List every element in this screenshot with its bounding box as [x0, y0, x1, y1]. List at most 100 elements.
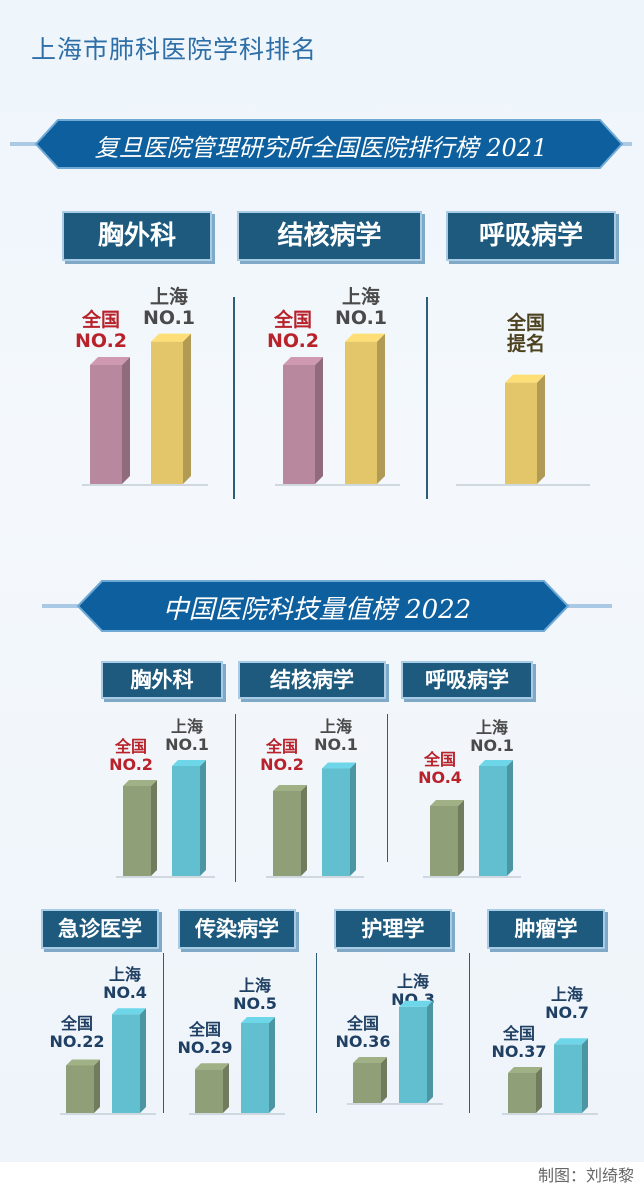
bar-national-4-top — [273, 785, 307, 791]
bar-national-1 — [283, 365, 315, 484]
label-infectious-2022-shanghai: 上海 NO.5 — [233, 976, 277, 1013]
label-emergency-2022-national: 全国 NO.22 — [49, 1014, 105, 1051]
category-label-infectious-2022: 传染病学 — [178, 909, 296, 949]
bar-shanghai-3-side — [200, 760, 206, 876]
label-thoracic-2021-national: 全国 NO.2 — [74, 309, 128, 353]
bar-national-8-side — [381, 1057, 387, 1103]
category-label-thoracic-2021: 胸外科 — [62, 211, 212, 261]
category-label-emergency-2022: 急诊医学 — [41, 909, 159, 949]
banner-2022-shape — [42, 580, 612, 632]
credit-text: 制图：刘绮黎 — [537, 1166, 634, 1185]
bar-national-3-top — [123, 780, 157, 786]
category-label-tuberculosis-2021: 结核病学 — [237, 211, 422, 261]
bar-shanghai-0-top — [151, 333, 191, 342]
bar-shanghai-8 — [399, 1006, 427, 1103]
bar-national-6-side — [94, 1059, 100, 1113]
bar-national-0-side — [122, 357, 130, 484]
bar-national-5-top — [430, 800, 464, 806]
label-emergency-2022-shanghai: 上海 NO.4 — [103, 965, 147, 1002]
bar-national-9-side — [536, 1067, 542, 1113]
bar-shanghai-3-top — [172, 760, 206, 766]
bar-shanghai-7 — [241, 1023, 269, 1113]
bar-shanghai-9-side — [582, 1038, 588, 1113]
bar-national-6 — [66, 1065, 94, 1113]
bar-shanghai-8-top — [399, 1000, 433, 1007]
bar-shanghai-6-top — [112, 1008, 146, 1015]
category-label-oncology-2022: 肿瘤学 — [487, 909, 605, 949]
bar-shanghai-9 — [554, 1044, 582, 1113]
bar-shanghai-2 — [505, 382, 537, 484]
bar-national-6-top — [66, 1059, 100, 1066]
bar-shanghai-4-top — [322, 762, 356, 769]
banner-2021-text: 复旦医院管理研究所全国医院排行榜 2021 — [94, 134, 548, 162]
label-thoracic-2021-shanghai: 上海 NO.1 — [142, 286, 196, 330]
label-infectious-2022-national: 全国 NO.29 — [177, 1020, 233, 1057]
bar-national-9-top — [508, 1067, 542, 1073]
bar-shanghai-2-side — [537, 374, 545, 484]
label-respiratory-2022-shanghai: 上海 NO.1 — [470, 718, 514, 755]
label-tuberculosis-2022-national: 全国 NO.2 — [260, 737, 304, 774]
separator-2022-e — [469, 953, 470, 1113]
bar-national-3 — [123, 786, 151, 876]
separator-2021-a — [233, 297, 235, 499]
bar-shanghai-4 — [322, 768, 350, 876]
bar-shanghai-7-top — [241, 1017, 275, 1023]
label-respiratory-2021-nominated: 全国 提名 — [506, 312, 545, 356]
bar-shanghai-1-side — [377, 333, 385, 484]
separator-2022-d — [316, 953, 317, 1113]
bar-national-1-side — [315, 357, 323, 484]
banner-2021: 复旦医院管理研究所全国医院排行榜 2021 — [10, 116, 632, 172]
banner-2022-text: 中国医院科技量值榜 2022 — [162, 595, 472, 625]
label-tuberculosis-2021-shanghai: 上海 NO.1 — [334, 286, 388, 330]
bar-national-7-side — [223, 1063, 229, 1113]
label-oncology-2022-national: 全国 NO.37 — [491, 1024, 547, 1061]
bar-shanghai-4-side — [350, 762, 356, 876]
label-tuberculosis-2022-shanghai: 上海 NO.1 — [314, 717, 358, 754]
bar-national-1-top — [283, 357, 323, 366]
bar-shanghai-6 — [112, 1014, 140, 1113]
bar-shanghai-5 — [479, 766, 507, 876]
category-label-tuberculosis-2022: 结核病学 — [238, 661, 386, 699]
label-thoracic-2022-national: 全国 NO.2 — [109, 737, 153, 774]
bar-national-7 — [195, 1069, 223, 1113]
separator-2021-b — [426, 297, 428, 499]
bar-shanghai-2-top — [505, 374, 545, 383]
bar-shanghai-8-side — [427, 1000, 433, 1103]
label-tuberculosis-2021-national: 全国 NO.2 — [266, 309, 320, 353]
label-respiratory-2022-national: 全国 NO.4 — [418, 750, 462, 787]
banner-2021-shape — [10, 119, 632, 169]
bar-shanghai-1 — [345, 341, 377, 484]
separator-2022-b — [387, 714, 388, 862]
bar-national-5-side — [458, 800, 464, 876]
bar-shanghai-0 — [151, 341, 183, 484]
category-label-nursing-2022: 护理学 — [334, 909, 452, 949]
category-label-respiratory-2021: 呼吸病学 — [446, 211, 616, 261]
bar-national-0 — [90, 365, 122, 484]
page-title: 上海市肺科医院学科排名 — [31, 35, 318, 64]
label-thoracic-2022-shanghai: 上海 NO.1 — [165, 717, 209, 754]
bar-shanghai-1-top — [345, 333, 385, 342]
separator-2022-c — [163, 953, 164, 1113]
bar-shanghai-0-side — [183, 333, 191, 484]
bar-shanghai-3 — [172, 766, 200, 876]
bar-shanghai-7-side — [269, 1017, 275, 1113]
bar-national-9 — [508, 1073, 536, 1113]
bar-national-4-side — [301, 785, 307, 876]
bar-national-4 — [273, 791, 301, 876]
bar-national-8 — [353, 1063, 381, 1103]
bar-national-7-top — [195, 1063, 229, 1070]
separator-2022-a — [235, 714, 236, 882]
bar-shanghai-6-side — [140, 1008, 146, 1113]
category-label-respiratory-2022: 呼吸病学 — [401, 661, 533, 699]
bar-national-5 — [430, 806, 458, 876]
banner-2022: 中国医院科技量值榜 2022 — [42, 578, 612, 634]
bar-national-0-top — [90, 357, 130, 366]
label-nursing-2022-national: 全国 NO.36 — [335, 1014, 391, 1051]
bar-shanghai-9-top — [554, 1038, 588, 1045]
bar-national-8-top — [353, 1057, 387, 1063]
bar-national-3-side — [151, 780, 157, 876]
bar-shanghai-5-side — [507, 760, 513, 876]
label-oncology-2022-shanghai: 上海 NO.7 — [545, 985, 589, 1022]
